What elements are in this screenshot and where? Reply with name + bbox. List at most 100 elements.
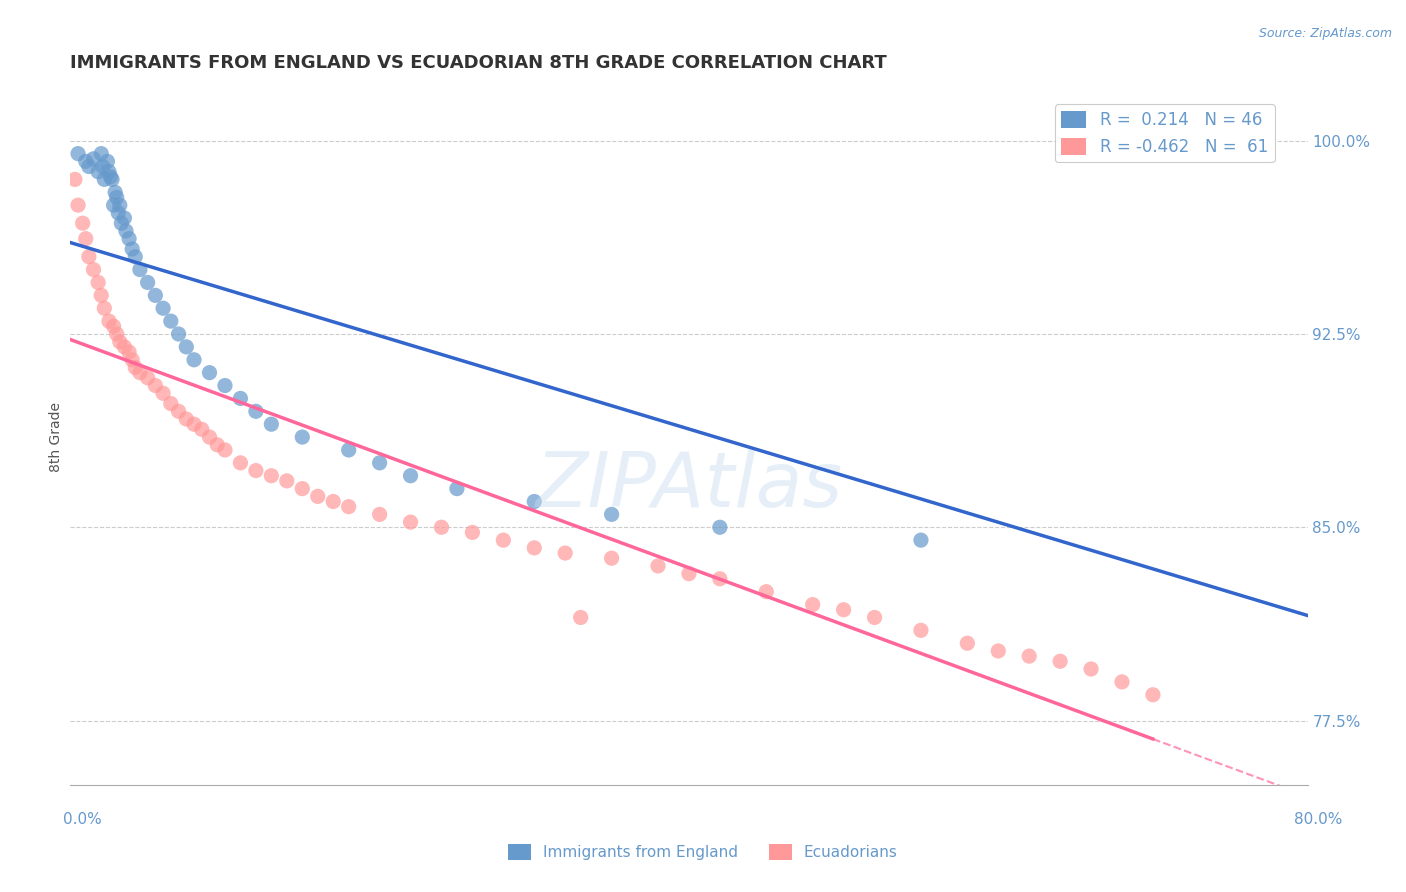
Point: [91, 160, 114, 174]
Text: IMMIGRANTS FROM ENGLAND VS ECUADORIAN 8TH GRADE CORRELATION CHART: IMMIGRANTS FROM ENGLAND VS ECUADORIAN 8T…: [70, 54, 887, 72]
Point: [90, 288, 112, 302]
Point: [198, 430, 221, 444]
Point: [160, 396, 183, 410]
Point: [101, 172, 124, 186]
Point: [260, 468, 283, 483]
Point: [322, 494, 344, 508]
Point: [114, 211, 135, 225]
Point: [446, 482, 468, 496]
Point: [103, 198, 125, 212]
Point: [77, 160, 100, 174]
Point: [1049, 654, 1071, 668]
Point: [145, 288, 167, 302]
Point: [75, 154, 97, 169]
Point: [801, 598, 824, 612]
Point: [554, 546, 576, 560]
Legend: R =  0.214   N = 46, R = -0.462   N =  61: R = 0.214 N = 46, R = -0.462 N = 61: [1054, 104, 1274, 162]
Point: [93, 301, 115, 316]
Point: [600, 508, 623, 522]
Point: [118, 345, 141, 359]
Point: [1173, 139, 1195, 153]
Point: [399, 515, 422, 529]
Point: [191, 422, 214, 436]
Point: [124, 360, 146, 375]
Point: [368, 456, 391, 470]
Point: [110, 216, 132, 230]
Point: [96, 154, 118, 169]
Point: [72, 216, 94, 230]
Point: [107, 206, 129, 220]
Legend: Immigrants from England, Ecuadorians: Immigrants from England, Ecuadorians: [502, 838, 904, 866]
Point: [987, 644, 1010, 658]
Point: [118, 232, 141, 246]
Point: [709, 520, 731, 534]
Point: [368, 508, 391, 522]
Point: [121, 242, 143, 256]
Point: [910, 624, 932, 638]
Point: [291, 430, 314, 444]
Point: [337, 442, 360, 457]
Point: [145, 378, 167, 392]
Text: 0.0%: 0.0%: [63, 812, 103, 827]
Point: [399, 468, 422, 483]
Point: [956, 636, 979, 650]
Point: [167, 404, 190, 418]
Point: [709, 572, 731, 586]
Point: [160, 314, 183, 328]
Point: [63, 172, 86, 186]
Point: [207, 438, 229, 452]
Point: [136, 276, 159, 290]
Point: [82, 262, 105, 277]
Text: 80.0%: 80.0%: [1295, 812, 1343, 827]
Point: [90, 146, 112, 161]
Point: [108, 198, 131, 212]
Text: Source: ZipAtlas.com: Source: ZipAtlas.com: [1258, 27, 1392, 40]
Point: [121, 352, 143, 367]
Point: [152, 386, 174, 401]
Point: [1018, 649, 1040, 664]
Point: [245, 404, 267, 418]
Point: [307, 489, 329, 503]
Point: [214, 378, 236, 392]
Point: [93, 172, 115, 186]
Point: [229, 392, 252, 406]
Point: [87, 276, 110, 290]
Point: [461, 525, 484, 540]
Point: [430, 520, 453, 534]
Point: [105, 326, 128, 341]
Point: [176, 340, 198, 354]
Point: [260, 417, 283, 432]
Point: [103, 319, 125, 334]
Point: [136, 371, 159, 385]
Point: [337, 500, 360, 514]
Point: [67, 146, 90, 161]
Point: [124, 250, 146, 264]
Point: [176, 412, 198, 426]
Point: [100, 169, 122, 184]
Point: [105, 190, 128, 204]
Point: [87, 164, 110, 178]
Point: [98, 314, 120, 328]
Point: [678, 566, 700, 581]
Point: [183, 352, 205, 367]
Point: [129, 366, 152, 380]
Point: [104, 186, 127, 200]
Point: [1111, 674, 1133, 689]
Point: [276, 474, 298, 488]
Point: [129, 262, 152, 277]
Point: [523, 541, 546, 555]
Point: [600, 551, 623, 566]
Point: [167, 326, 190, 341]
Point: [245, 464, 267, 478]
Point: [108, 334, 131, 349]
Point: [152, 301, 174, 316]
Text: ZIPAtlas: ZIPAtlas: [536, 449, 842, 523]
Point: [98, 164, 120, 178]
Point: [523, 494, 546, 508]
Point: [492, 533, 515, 548]
Point: [229, 456, 252, 470]
Point: [910, 533, 932, 548]
Point: [755, 584, 778, 599]
Point: [647, 558, 669, 573]
Y-axis label: 8th Grade: 8th Grade: [49, 402, 63, 472]
